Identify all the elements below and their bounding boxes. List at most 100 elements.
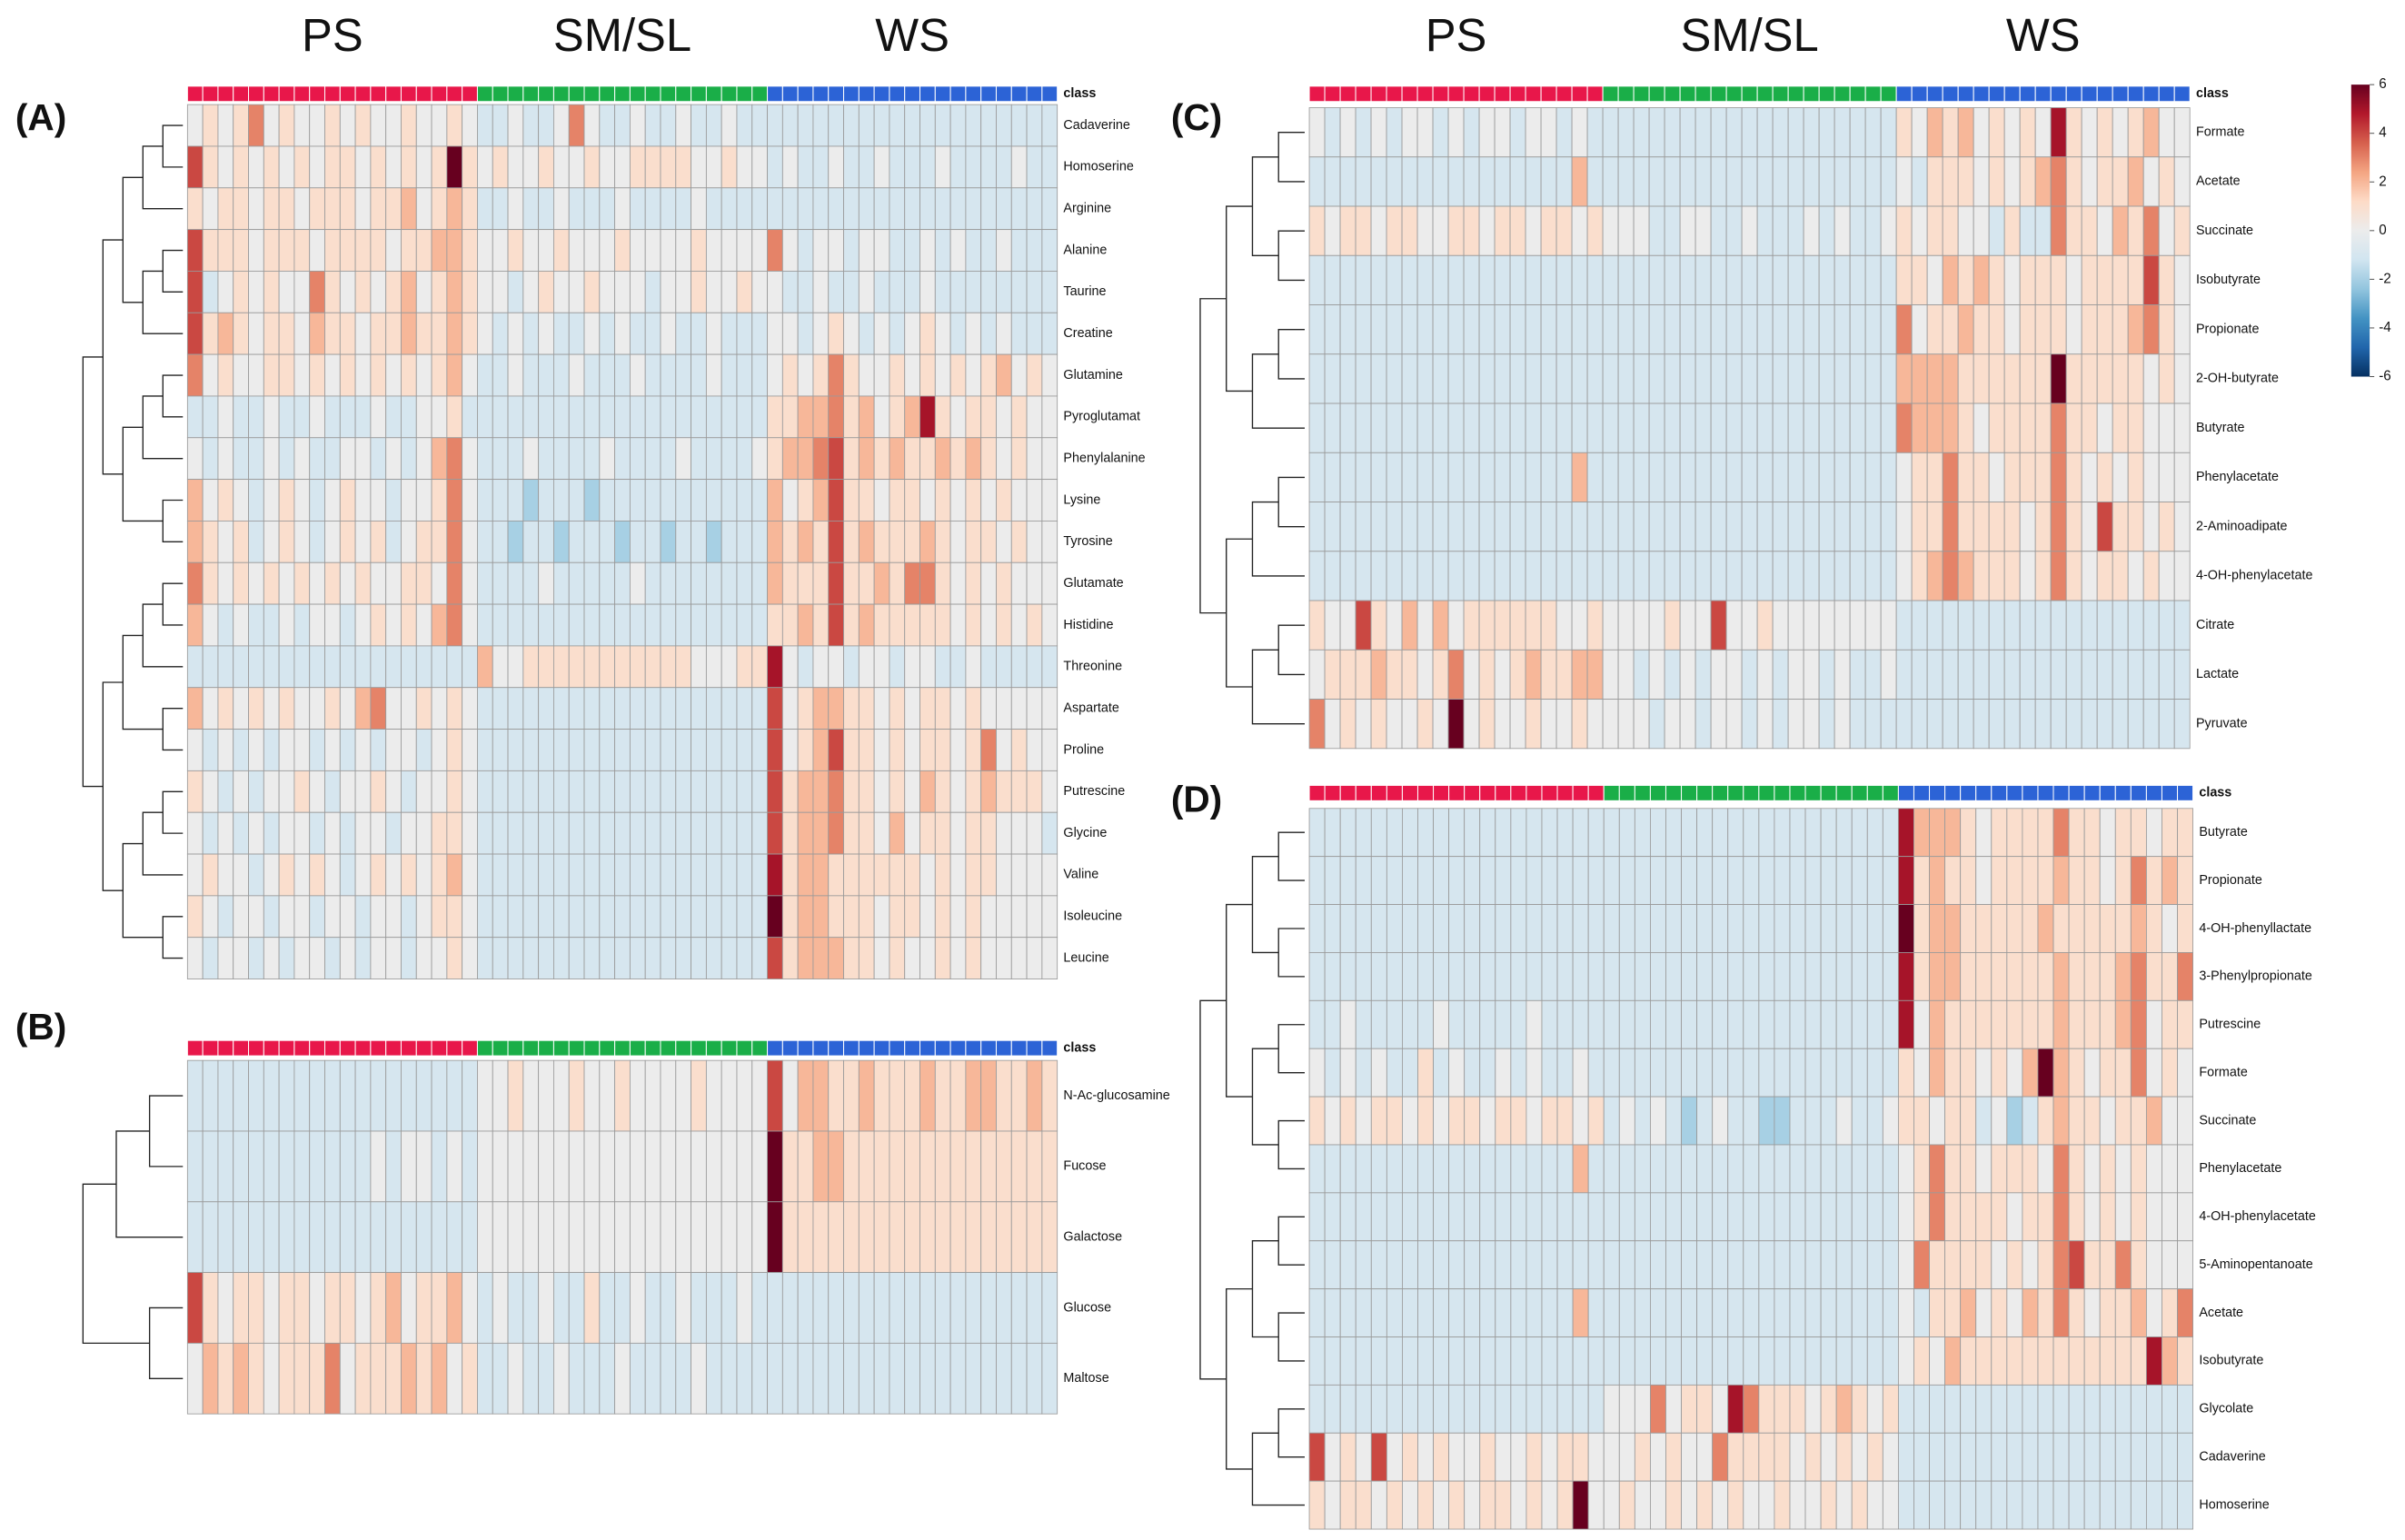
- class-cell: [339, 1039, 356, 1057]
- heatmap-cell: [996, 312, 1012, 355]
- heatmap-cell: [401, 104, 417, 147]
- heatmap-cell: [691, 1130, 707, 1203]
- class-cell: [1712, 784, 1729, 801]
- heatmap-cell: [1010, 1342, 1028, 1415]
- heatmap-cell: [568, 229, 585, 272]
- heatmap-cell: [1664, 551, 1681, 601]
- heatmap-cell: [965, 1059, 982, 1132]
- heatmap-cell: [1789, 952, 1806, 1001]
- heatmap-cell: [1681, 856, 1698, 905]
- heatmap-cell: [691, 187, 707, 231]
- heatmap-cell: [904, 770, 920, 813]
- heatmap-cell: [1665, 1480, 1682, 1530]
- heatmap-cell: [446, 603, 463, 647]
- heatmap-cell: [873, 520, 890, 563]
- heatmap-cell: [873, 729, 890, 771]
- heatmap-cell: [1324, 205, 1341, 256]
- heatmap-cell: [1432, 699, 1449, 750]
- heatmap-cell: [1664, 353, 1681, 404]
- heatmap-cell: [797, 479, 814, 522]
- heatmap-cell: [186, 561, 204, 605]
- heatmap-cell: [1681, 1384, 1698, 1434]
- heatmap-cell: [1355, 1336, 1372, 1386]
- heatmap-cell: [477, 770, 493, 813]
- heatmap-cell: [1386, 649, 1403, 700]
- heatmap-cell: [1929, 808, 1946, 858]
- heatmap-cell: [477, 895, 493, 939]
- heatmap-cell: [2158, 452, 2175, 502]
- heatmap-cell: [354, 895, 372, 939]
- heatmap-cell: [934, 937, 951, 979]
- heatmap-cell: [1355, 1288, 1372, 1337]
- heatmap-cell: [1324, 1240, 1341, 1290]
- class-cell: [400, 1039, 417, 1057]
- heatmap-cell: [965, 895, 982, 939]
- class-cell: [2019, 85, 2036, 103]
- heatmap-cell: [507, 271, 524, 313]
- heatmap-cell: [934, 479, 951, 522]
- heatmap-cell: [1525, 952, 1543, 1001]
- class-cell: [1741, 85, 1758, 103]
- heatmap-cell: [1464, 1384, 1481, 1434]
- heatmap-cell: [370, 1342, 387, 1415]
- class-cell: [2161, 784, 2179, 801]
- heatmap-cell: [1882, 1384, 1899, 1434]
- heatmap-cell: [599, 937, 616, 979]
- row-label: Acetate: [2196, 174, 2241, 189]
- heatmap-cell: [2145, 952, 2162, 1001]
- heatmap-cell: [1851, 1096, 1868, 1146]
- heatmap-cell: [736, 687, 753, 730]
- heatmap-cell: [2145, 1192, 2162, 1242]
- heatmap-cell: [431, 229, 448, 272]
- heatmap-cell: [873, 1201, 890, 1274]
- heatmap-cell: [278, 895, 295, 939]
- heatmap-cell: [1866, 904, 1883, 953]
- heatmap-cell: [415, 853, 432, 897]
- heatmap-cell: [553, 770, 570, 813]
- heatmap-cell: [1401, 353, 1418, 404]
- heatmap-cell: [1401, 107, 1418, 158]
- heatmap-cell: [462, 479, 478, 522]
- heatmap-cell: [1696, 999, 1714, 1049]
- heatmap-cell: [1851, 1384, 1868, 1434]
- heatmap-cell: [1010, 937, 1028, 979]
- heatmap-cell: [1041, 603, 1058, 647]
- heatmap-cell: [324, 687, 341, 730]
- heatmap-cell: [2037, 1096, 2054, 1146]
- heatmap-cell: [401, 811, 417, 855]
- heatmap-cell: [1479, 1288, 1496, 1337]
- heatmap-cell: [1727, 1144, 1744, 1194]
- heatmap-cell: [1556, 999, 1574, 1049]
- class-cell: [599, 85, 616, 103]
- heatmap-cell: [1988, 353, 2005, 404]
- heatmap-cell: [797, 853, 814, 897]
- heatmap-cell: [248, 937, 264, 979]
- heatmap-cell: [2145, 999, 2162, 1049]
- heatmap-cell: [385, 437, 402, 481]
- colorbar-label: 4: [2379, 125, 2387, 141]
- heatmap-cell: [1525, 856, 1543, 905]
- heatmap-cell: [1991, 1480, 2008, 1530]
- heatmap-cell: [1648, 600, 1665, 651]
- class-cell: [2145, 784, 2162, 801]
- class-cell: [1355, 85, 1372, 103]
- heatmap-cell: [1010, 229, 1028, 272]
- heatmap-cell: [629, 312, 646, 355]
- heatmap-cell: [660, 479, 677, 522]
- heatmap-cell: [904, 729, 920, 771]
- heatmap-cell: [1618, 1144, 1635, 1194]
- heatmap-cell: [401, 395, 417, 439]
- heatmap-cell: [385, 561, 402, 605]
- heatmap-cell: [446, 187, 463, 231]
- heatmap-cell: [1664, 254, 1681, 305]
- heatmap-cell: [1973, 107, 1990, 158]
- heatmap-cell: [1448, 1240, 1466, 1290]
- heatmap-cell: [1864, 205, 1882, 256]
- heatmap-cell: [1758, 1288, 1775, 1337]
- heatmap-cell: [1926, 353, 1943, 404]
- class-label: class: [2196, 86, 2229, 101]
- heatmap-cell: [1386, 304, 1403, 355]
- heatmap-cell: [278, 603, 295, 647]
- heatmap-cell: [1603, 1240, 1620, 1290]
- heatmap-cell: [1041, 770, 1058, 813]
